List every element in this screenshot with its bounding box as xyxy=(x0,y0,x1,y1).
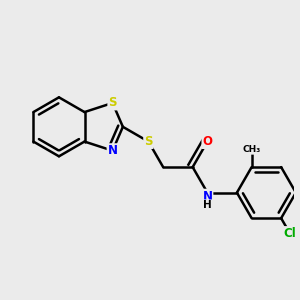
Text: S: S xyxy=(144,135,153,148)
Text: H: H xyxy=(203,200,212,210)
Text: N: N xyxy=(202,190,212,203)
Text: Cl: Cl xyxy=(284,227,296,240)
Text: N: N xyxy=(108,144,118,157)
Text: CH₃: CH₃ xyxy=(242,145,261,154)
Text: O: O xyxy=(202,135,212,148)
Text: S: S xyxy=(108,97,117,110)
